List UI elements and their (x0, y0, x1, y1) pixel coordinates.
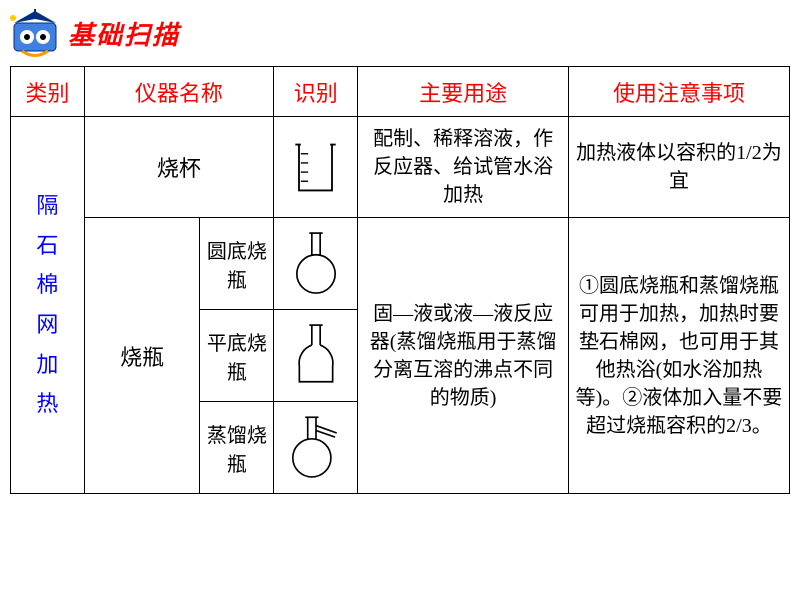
header-use: 主要用途 (358, 67, 569, 117)
page-header: 基础扫描 (0, 0, 800, 66)
round-flask-name: 圆底烧瓶 (200, 218, 274, 310)
apparatus-table: 类别 仪器名称 识别 主要用途 使用注意事项 隔石棉网加热 烧杯 配制、稀释溶液… (10, 66, 790, 494)
flask-notes: ①圆底烧瓶和蒸馏烧瓶可用于加热，加热时要垫石棉网，也可用于其他热浴(如水浴加热等… (568, 218, 789, 494)
beaker-use: 配制、稀释溶液，作反应器、给试管水浴加热 (358, 117, 569, 218)
beaker-icon (274, 117, 358, 218)
logo-icon (10, 8, 60, 58)
flask-use: 固—液或液—液反应器(蒸馏烧瓶用于蒸馏分离互溶的沸点不同的物质) (358, 218, 569, 494)
header-name: 仪器名称 (84, 67, 273, 117)
page-title: 基础扫描 (68, 15, 180, 52)
flat-flask-icon (274, 310, 358, 402)
table-row: 隔石棉网加热 烧杯 配制、稀释溶液，作反应器、给试管水浴加热 加热液体以容积的1… (11, 117, 790, 218)
distill-flask-name: 蒸馏烧瓶 (200, 402, 274, 494)
flask-group-name: 烧瓶 (84, 218, 200, 494)
category-text: 隔石棉网加热 (36, 193, 58, 416)
header-recognition: 识别 (274, 67, 358, 117)
table-row: 烧瓶 圆底烧瓶 固—液或液—液反应器(蒸馏烧瓶用于蒸馏分离互溶的沸点不同的物质)… (11, 218, 790, 310)
beaker-notes: 加热液体以容积的1/2为宜 (568, 117, 789, 218)
round-flask-icon (274, 218, 358, 310)
beaker-name: 烧杯 (84, 117, 273, 218)
table-header-row: 类别 仪器名称 识别 主要用途 使用注意事项 (11, 67, 790, 117)
header-notes: 使用注意事项 (568, 67, 789, 117)
distill-flask-icon (274, 402, 358, 494)
flat-flask-name: 平底烧瓶 (200, 310, 274, 402)
category-cell: 隔石棉网加热 (11, 117, 85, 494)
header-category: 类别 (11, 67, 85, 117)
